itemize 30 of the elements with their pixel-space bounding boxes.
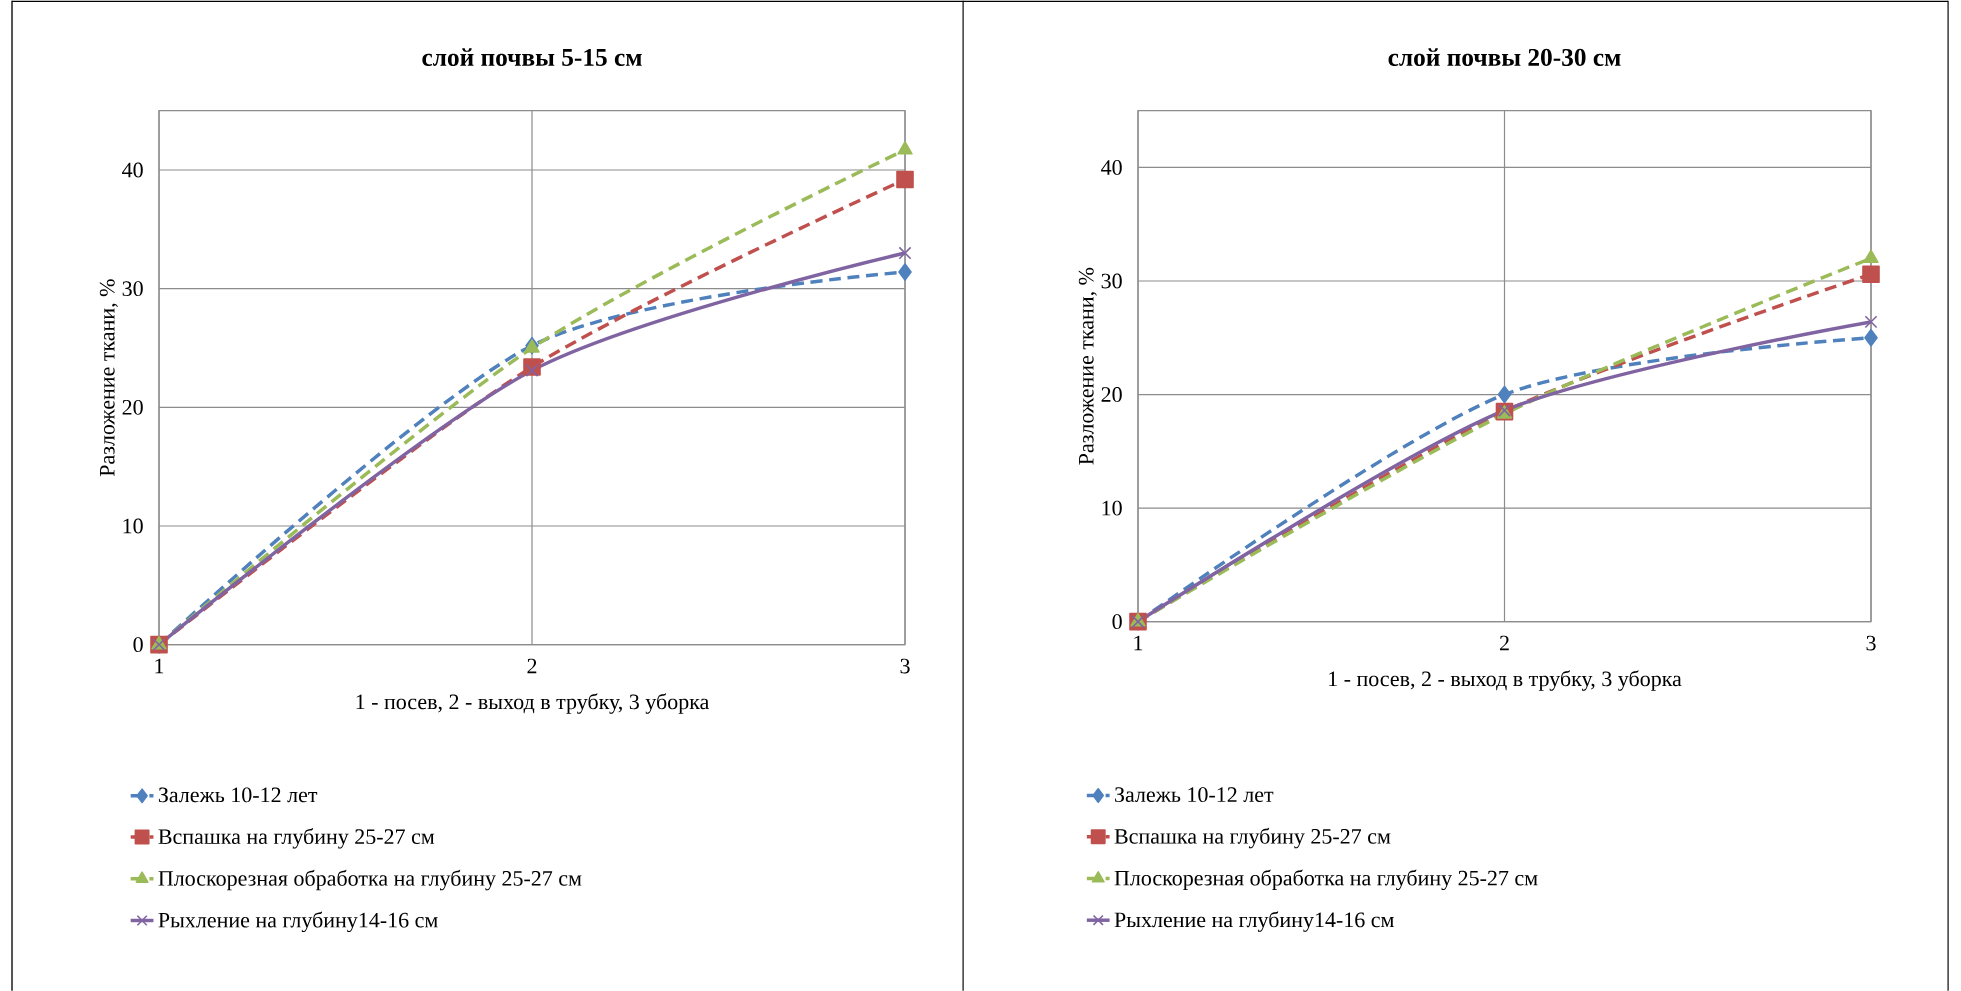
legend-label: Залежь 10-12 лет [158, 787, 318, 803]
legend-label: Вспашка на глубину 25-27 см [1114, 827, 1391, 849]
legend-label: Вспашка на глубину 25-27 см [158, 827, 435, 849]
y-tick-label: 0 [133, 637, 143, 652]
legend-label: Рыхление на глубину14-16 см [158, 911, 438, 932]
x-tick-label: 1 [155, 658, 164, 674]
x-tick-label: 3 [1866, 635, 1876, 651]
y-tick-label: 0 [1112, 614, 1122, 629]
y-tick-label: 40 [1101, 159, 1122, 175]
x-tick-label: 1 [1134, 635, 1143, 651]
chart-title: слой почвы 20-30 см [1388, 48, 1621, 66]
y-tick-label: 10 [1102, 500, 1122, 516]
y-tick-label: 10 [123, 518, 143, 534]
legend-label: Залежь 10-12 лет [1115, 787, 1274, 802]
x-axis-title: 1 - посев, 2 - выход в трубку, 3 уборка [1329, 670, 1682, 691]
y-axis-title: Разложение ткани, % [1078, 267, 1097, 465]
chart-title: слой почвы 5-15 см [422, 48, 642, 66]
y-tick-label: 40 [122, 162, 143, 178]
x-tick-label: 2 [1499, 635, 1509, 651]
y-tick-label: 30 [122, 281, 143, 296]
legend-label: Плоскорезная обработка на глубину 25-27 см [1114, 869, 1538, 890]
legend-label: Плоскорезная обработка на глубину 25-27 см [158, 869, 582, 891]
x-tick-label: 3 [900, 658, 910, 674]
y-axis-title: Разложение ткани, % [99, 279, 118, 476]
y-tick-label: 20 [122, 399, 143, 415]
y-tick-label: 20 [1101, 386, 1122, 402]
x-axis-title: 1 - посев, 2 - выход в трубку, 3 уборка [356, 693, 710, 714]
y-tick-label: 30 [1101, 273, 1122, 289]
x-tick-label: 2 [527, 658, 537, 674]
legend-label: Рыхление на глубину14-16 см [1114, 911, 1394, 932]
